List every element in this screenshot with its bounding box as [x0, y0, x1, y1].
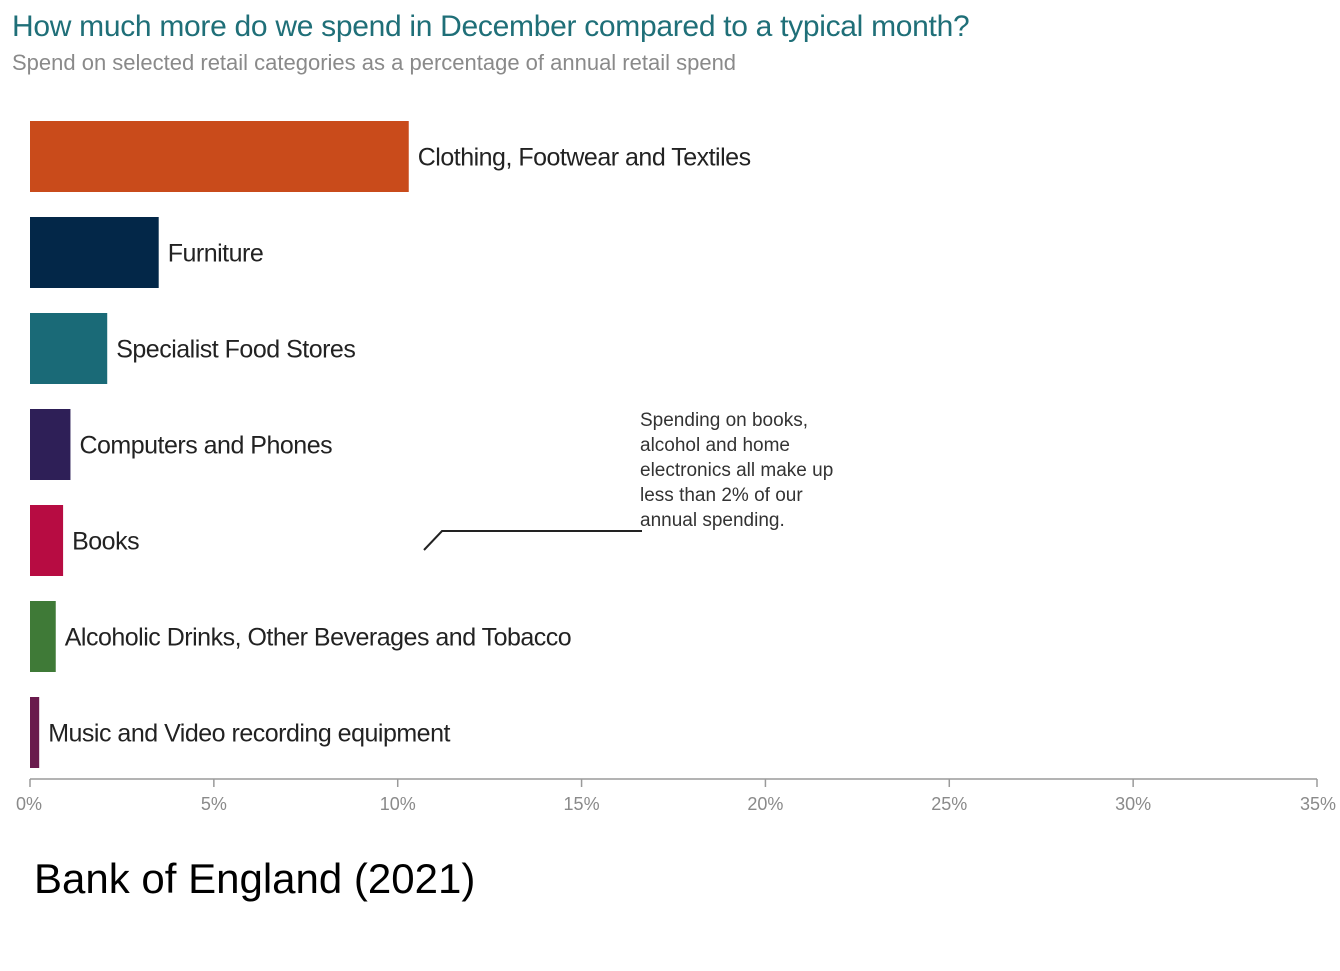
x-tick-label: 10% — [380, 794, 416, 814]
bar-computers-and-phones — [30, 409, 71, 480]
bar-music-and-video-recording-equipment — [30, 697, 40, 768]
bar-label-computers-and-phones: Computers and Phones — [79, 432, 332, 460]
bar-chart: Clothing, Footwear and Textiles Furniture… — [16, 121, 1336, 814]
x-tick-label: 15% — [564, 794, 600, 814]
bar-label-books: Books — [72, 528, 139, 556]
source-caption: Bank of England (2021) — [34, 855, 476, 902]
annotation-text-line: annual spending. — [640, 510, 785, 531]
bar-label-music-and-video-recording-equipment: Music and Video recording equipment — [48, 720, 450, 748]
bar-specialist-food-stores — [30, 313, 108, 384]
bar-label-clothing-footwear-and-textiles: Clothing, Footwear and Textiles — [418, 144, 751, 172]
bar-label-furniture: Furniture — [168, 240, 264, 268]
x-tick-label: 20% — [747, 794, 783, 814]
x-tick-label: 35% — [1300, 794, 1336, 814]
chart-subtitle: Spend on selected retail categories as a… — [12, 50, 737, 75]
x-tick-label: 5% — [201, 794, 227, 814]
bar-furniture — [30, 217, 159, 288]
bar-label-alcoholic-drinks-other-beverages-and-tobacco: Alcoholic Drinks, Other Beverages and To… — [65, 624, 571, 652]
annotation-text-line: alcohol and home — [640, 435, 790, 456]
bar-label-specialist-food-stores: Specialist Food Stores — [116, 336, 355, 364]
bar-alcoholic-drinks-other-beverages-and-tobacco — [30, 601, 56, 672]
annotation-text-line: Spending on books, — [640, 410, 808, 431]
x-tick-label: 25% — [931, 794, 967, 814]
annotation-leader-line — [423, 530, 642, 551]
bars-layer: Clothing, Footwear and Textiles Furniture… — [30, 121, 751, 768]
x-axis: 0% 5% 10% 15% 20% 25% 30% 35% — [16, 778, 1336, 814]
bar-clothing-footwear-and-textiles — [30, 121, 409, 192]
annotation-text-line: less than 2% of our — [640, 485, 803, 506]
chart-title: How much more do we spend in December co… — [12, 10, 970, 43]
annotation: Spending on books, alcohol and home electr… — [423, 410, 833, 551]
x-tick-label: 0% — [16, 794, 42, 814]
x-tick-label: 30% — [1115, 794, 1151, 814]
annotation-text-line: electronics all make up — [640, 460, 833, 481]
bar-books — [30, 505, 64, 576]
